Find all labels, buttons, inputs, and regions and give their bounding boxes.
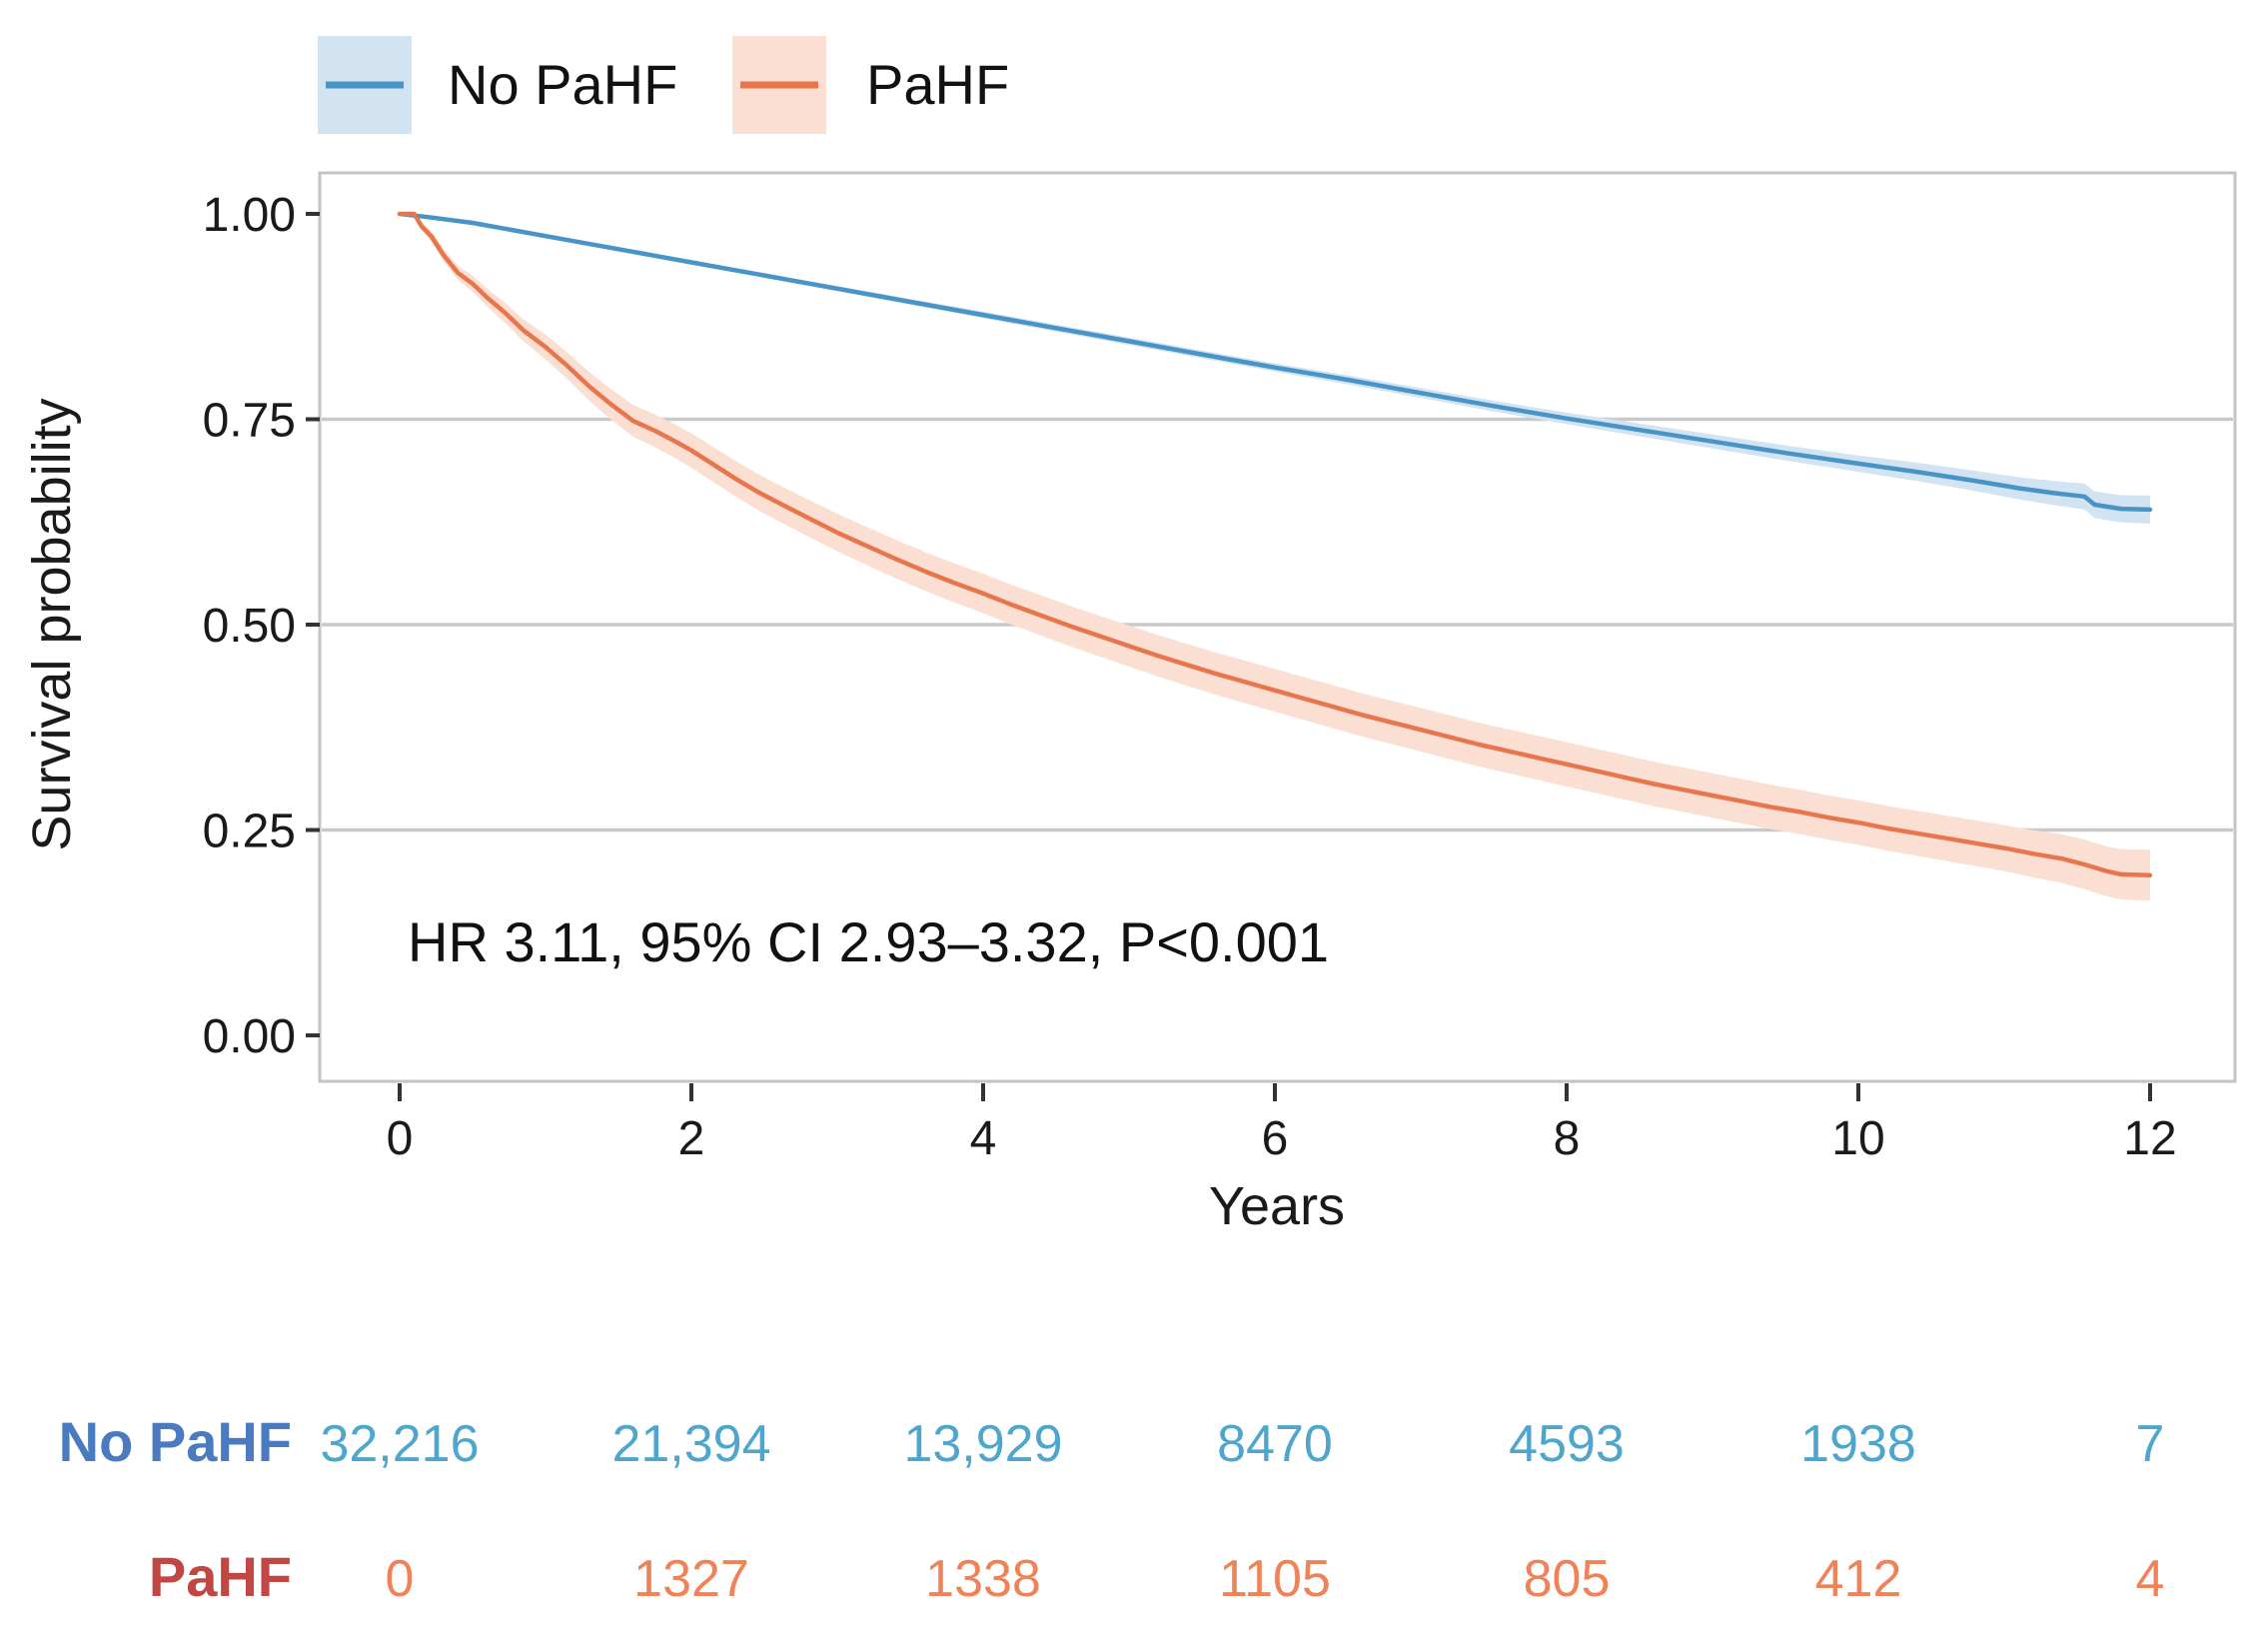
y-tick-label-1.00: 1.00 (203, 189, 296, 242)
y-tick-label-0.75: 0.75 (203, 395, 296, 448)
curve-pahf (397, 211, 2153, 877)
legend-label-pahf: PaHF (866, 53, 1009, 116)
x-tick-label-0: 0 (387, 1112, 414, 1165)
legend-label-no-pahf: No PaHF (448, 53, 677, 116)
risk-value-no-pahf-year-0: 32,216 (320, 1415, 479, 1473)
y-axis-title: Survival probability (22, 398, 82, 850)
x-tick-label-6: 6 (1262, 1112, 1289, 1165)
y-axis-ticks: 0.00 0.25 0.50 0.75 1.00 (203, 189, 320, 1063)
hr-annotation: HR 3.11, 95% CI 2.93–3.32, P<0.001 (408, 910, 1329, 973)
risk-value-pahf-year-8: 805 (1524, 1550, 1611, 1608)
risk-table: No PaHF 32,216 21,394 13,929 8470 4593 1938 7 Pa… (59, 1410, 2165, 1608)
y-tick-label-0.50: 0.50 (203, 600, 296, 653)
legend-item-no-pahf: No PaHF (318, 36, 677, 134)
risk-value-pahf-year-2: 1327 (633, 1550, 749, 1608)
legend-item-pahf: PaHF (732, 36, 1009, 134)
risk-value-no-pahf-year-8: 4593 (1509, 1415, 1625, 1473)
ci-band-pahf (400, 214, 2150, 901)
x-tick-label-2: 2 (678, 1112, 705, 1165)
risk-value-no-pahf-year-6: 8470 (1217, 1415, 1333, 1473)
risk-value-no-pahf-year-12: 7 (2136, 1415, 2165, 1473)
legend: No PaHF PaHF (318, 36, 1009, 134)
risk-value-pahf-year-10: 412 (1815, 1550, 1902, 1608)
x-tick-label-4: 4 (970, 1112, 997, 1165)
risk-value-no-pahf-year-2: 21,394 (611, 1415, 770, 1473)
risk-value-pahf-year-4: 1338 (925, 1550, 1041, 1608)
risk-row-label-pahf: PaHF (149, 1545, 292, 1608)
y-tick-label-0.00: 0.00 (203, 1010, 296, 1063)
curve-no-pahf (397, 211, 2153, 513)
y-tick-label-0.25: 0.25 (203, 806, 296, 858)
x-tick-label-12: 12 (2123, 1112, 2176, 1165)
x-tick-label-8: 8 (1554, 1112, 1581, 1165)
risk-value-pahf-year-0: 0 (386, 1550, 415, 1608)
x-axis-ticks: 0 2 4 6 8 10 12 (387, 1083, 2177, 1165)
risk-row-label-no-pahf: No PaHF (59, 1410, 292, 1473)
risk-value-pahf-year-6: 1105 (1219, 1550, 1331, 1608)
x-axis-title: Years (1209, 1176, 1345, 1236)
risk-value-no-pahf-year-4: 13,929 (903, 1415, 1062, 1473)
plot-panel (318, 171, 2237, 1083)
risk-value-pahf-year-12: 4 (2136, 1550, 2165, 1608)
survival-curves (397, 211, 2153, 877)
x-tick-label-10: 10 (1831, 1112, 1884, 1165)
risk-value-no-pahf-year-10: 1938 (1800, 1415, 1916, 1473)
